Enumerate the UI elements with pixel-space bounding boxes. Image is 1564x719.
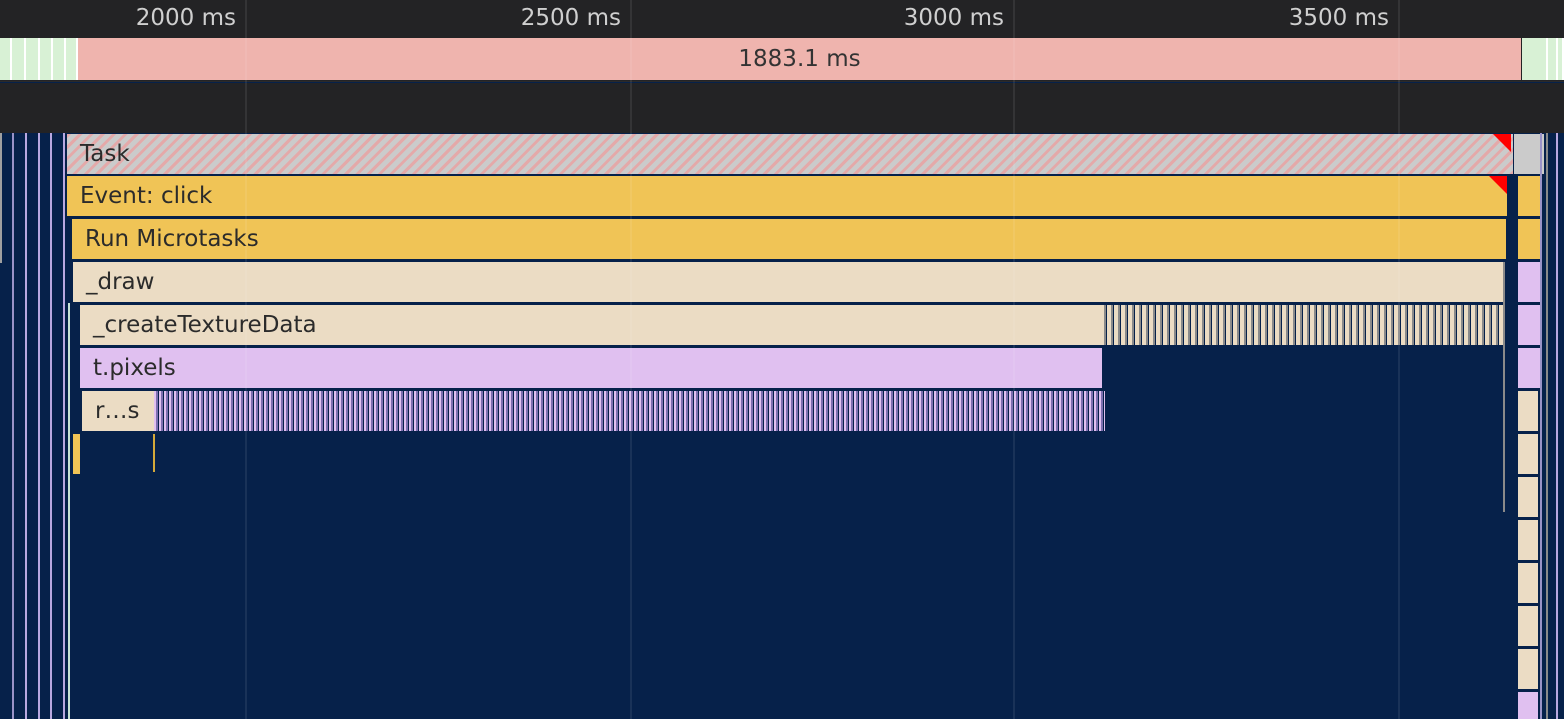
long-frame-duration: 1883.1 ms xyxy=(738,46,861,72)
frame[interactable] xyxy=(66,38,78,80)
function-bar[interactable] xyxy=(1518,520,1538,560)
sliver[interactable] xyxy=(12,133,14,719)
frame[interactable] xyxy=(26,38,40,80)
create-texture-data-bar[interactable]: _createTextureData xyxy=(80,305,1102,345)
event-bar[interactable] xyxy=(1518,176,1542,216)
sliver[interactable] xyxy=(25,133,27,719)
run-microtasks-bar[interactable]: Run Microtasks xyxy=(72,219,1506,259)
flame-chart[interactable]: Task Event: click Run Microtasks _draw _… xyxy=(0,133,1564,719)
rs-bar[interactable]: r…s xyxy=(82,391,154,431)
sliver[interactable] xyxy=(1503,262,1505,512)
frame[interactable] xyxy=(0,38,12,80)
sliver[interactable] xyxy=(1556,133,1558,719)
tick-label-2500: 2500 ms xyxy=(520,5,621,31)
frame[interactable] xyxy=(1522,38,1548,80)
long-task-marker-icon xyxy=(1493,134,1511,152)
t-pixels-bar[interactable]: t.pixels xyxy=(80,348,1102,388)
function-bar[interactable] xyxy=(1518,348,1542,388)
function-bar[interactable] xyxy=(1518,434,1538,474)
create-texture-data-label: _createTextureData xyxy=(93,312,317,338)
run-microtasks-label: Run Microtasks xyxy=(85,226,259,252)
sliver[interactable] xyxy=(68,303,70,719)
function-bar[interactable] xyxy=(1518,477,1538,517)
function-bar[interactable] xyxy=(1518,649,1538,689)
frame[interactable] xyxy=(12,38,26,80)
frame[interactable] xyxy=(53,38,66,80)
frame[interactable] xyxy=(1548,38,1558,80)
t-pixels-label: t.pixels xyxy=(93,355,176,381)
frame[interactable] xyxy=(40,38,53,80)
sliver[interactable] xyxy=(153,434,155,472)
sliver[interactable] xyxy=(1540,133,1542,719)
sliver[interactable] xyxy=(50,133,52,719)
task-bar[interactable]: Task xyxy=(67,134,1513,174)
sliver[interactable] xyxy=(0,133,2,263)
task-label: Task xyxy=(80,141,130,167)
function-bar[interactable] xyxy=(1518,606,1538,646)
draw-bar[interactable]: _draw xyxy=(73,262,1503,302)
function-bar[interactable] xyxy=(1518,391,1538,431)
track-spacer xyxy=(0,83,1564,133)
event-click-bar[interactable]: Event: click xyxy=(67,176,1507,216)
event-click-label: Event: click xyxy=(80,183,213,209)
run-microtasks-bar[interactable] xyxy=(1518,219,1542,259)
frames-track: 1883.1 ms xyxy=(0,38,1564,82)
function-bar[interactable] xyxy=(1518,262,1542,302)
rs-label: r…s xyxy=(95,398,140,424)
sliver[interactable] xyxy=(63,133,65,719)
small-bar[interactable] xyxy=(73,434,80,474)
sliver[interactable] xyxy=(1546,133,1548,719)
frame[interactable] xyxy=(1558,38,1564,80)
time-ruler[interactable]: 2000 ms 2500 ms 3000 ms 3500 ms xyxy=(0,0,1564,38)
tick-label-3500: 3500 ms xyxy=(1288,5,1389,31)
rs-children[interactable] xyxy=(154,391,1105,431)
long-task-marker-icon xyxy=(1489,176,1507,194)
draw-label: _draw xyxy=(86,269,155,295)
function-bar[interactable] xyxy=(1518,692,1538,719)
tick-label-2000: 2000 ms xyxy=(135,5,236,31)
create-texture-data-children[interactable] xyxy=(1102,305,1506,345)
function-bar[interactable] xyxy=(1518,305,1542,345)
sliver[interactable] xyxy=(38,133,40,719)
task-bar[interactable] xyxy=(1514,134,1544,174)
long-frame[interactable]: 1883.1 ms xyxy=(78,38,1521,80)
function-bar[interactable] xyxy=(1518,563,1538,603)
tick-label-3000: 3000 ms xyxy=(903,5,1004,31)
